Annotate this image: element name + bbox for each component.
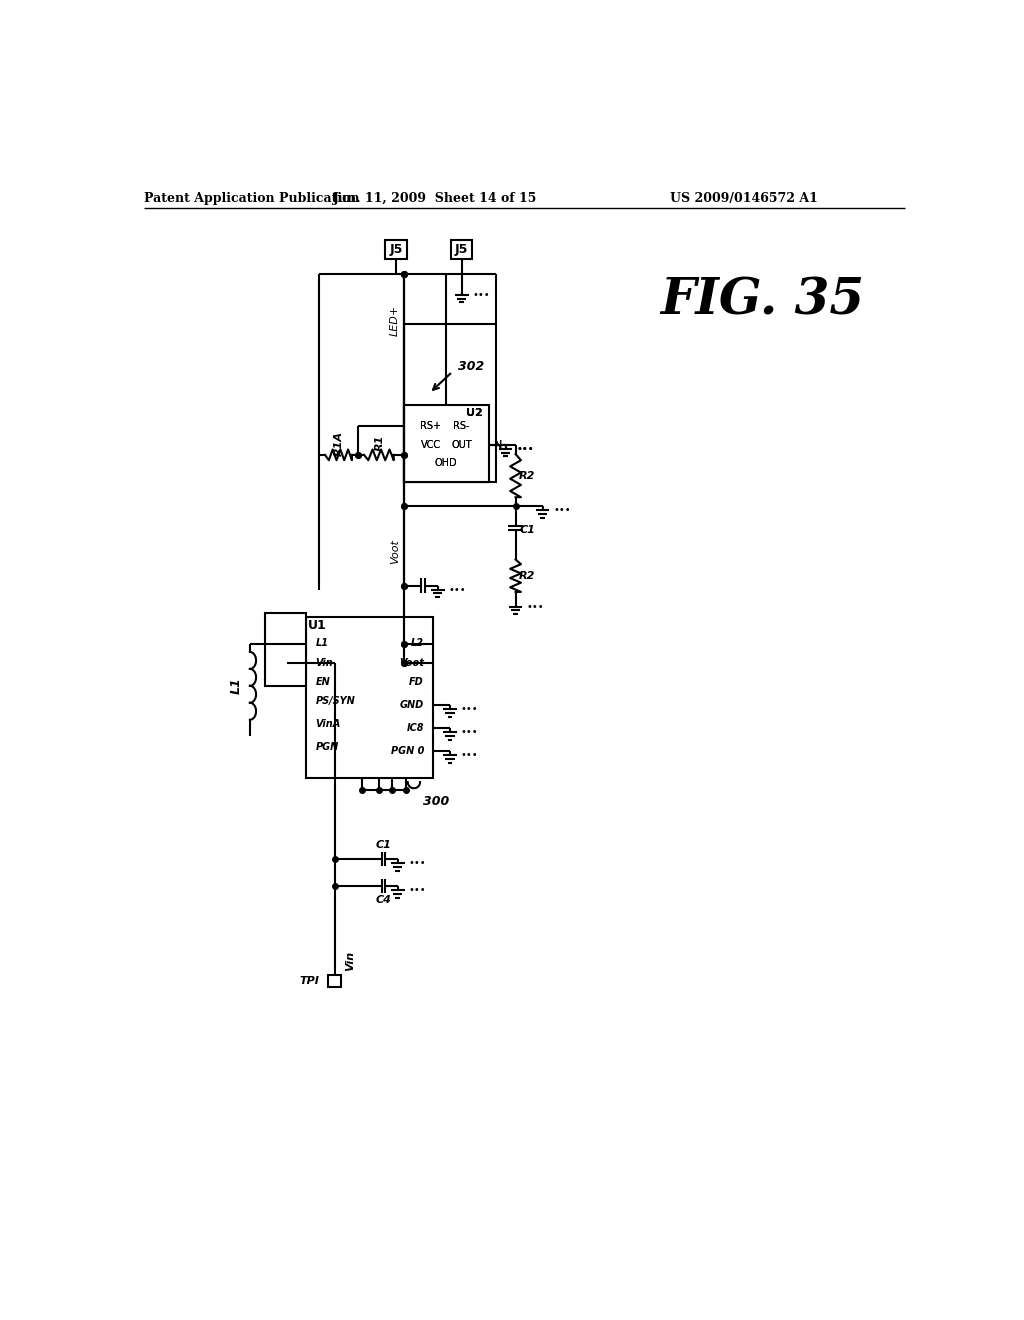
Text: Patent Application Publication: Patent Application Publication (144, 191, 359, 205)
Text: Vin: Vin (315, 657, 333, 668)
Text: OUT: OUT (452, 440, 472, 450)
Text: 300: 300 (423, 795, 450, 808)
Text: R1A: R1A (334, 430, 343, 455)
Text: •••: ••• (461, 750, 478, 760)
Text: •••: ••• (516, 444, 534, 454)
Text: Jun. 11, 2009  Sheet 14 of 15: Jun. 11, 2009 Sheet 14 of 15 (333, 191, 537, 205)
Text: J5: J5 (455, 243, 468, 256)
Text: VCC: VCC (421, 440, 441, 450)
Text: FD: FD (410, 677, 424, 686)
Text: •••: ••• (461, 704, 478, 714)
Text: VinA: VinA (315, 719, 341, 730)
Text: L1: L1 (229, 677, 243, 694)
Text: J5: J5 (389, 243, 402, 256)
Text: IC8: IC8 (407, 723, 424, 733)
Bar (403, 405, 488, 482)
Text: •••: ••• (409, 858, 426, 869)
Text: R2: R2 (519, 471, 536, 480)
Text: FIG. 35: FIG. 35 (659, 276, 864, 325)
Text: R1: R1 (374, 436, 384, 451)
Text: GND: GND (399, 700, 424, 710)
Text: U2: U2 (466, 408, 482, 417)
Text: TPI: TPI (299, 975, 319, 986)
Text: OHD: OHD (435, 458, 458, 469)
Text: N: N (494, 440, 502, 450)
Text: L1: L1 (315, 639, 329, 648)
Text: OUT: OUT (452, 440, 472, 450)
Text: 302: 302 (458, 360, 484, 372)
Text: Voot: Voot (390, 539, 399, 564)
Text: •••: ••• (526, 602, 544, 611)
Text: U2: U2 (466, 408, 482, 417)
Text: US 2009/0146572 A1: US 2009/0146572 A1 (670, 191, 817, 205)
Text: C1: C1 (519, 524, 536, 535)
Text: L2: L2 (411, 639, 424, 648)
Text: RS+: RS+ (421, 421, 441, 432)
Bar (329, 974, 341, 987)
Text: R2: R2 (519, 570, 536, 581)
Text: VCC: VCC (421, 440, 441, 450)
Text: •••: ••• (449, 585, 466, 594)
Text: RS-: RS- (454, 421, 470, 432)
Text: •••: ••• (553, 506, 571, 515)
Text: •••: ••• (461, 727, 478, 737)
Text: RS-: RS- (454, 421, 470, 432)
Text: C1: C1 (376, 841, 392, 850)
Text: •••: ••• (516, 444, 534, 454)
Text: U1: U1 (308, 619, 327, 632)
Text: PGN 0: PGN 0 (390, 746, 424, 756)
Text: •••: ••• (472, 289, 490, 300)
Text: RS+: RS+ (421, 421, 441, 432)
Text: •••: ••• (409, 884, 426, 895)
Text: N: N (494, 440, 502, 450)
Text: LED+: LED+ (390, 305, 399, 335)
Text: EN: EN (315, 677, 330, 686)
Text: PGN: PGN (315, 742, 339, 752)
Bar (451, 240, 472, 259)
Bar (403, 323, 497, 482)
Text: PS/SYN: PS/SYN (315, 696, 355, 706)
Text: C4: C4 (376, 895, 392, 906)
Text: Vin: Vin (345, 950, 355, 970)
Text: OHD: OHD (435, 458, 458, 469)
Text: Voot: Voot (399, 657, 424, 668)
Bar (403, 405, 488, 482)
Bar (306, 616, 433, 779)
Bar (385, 240, 407, 259)
Bar (265, 612, 306, 686)
